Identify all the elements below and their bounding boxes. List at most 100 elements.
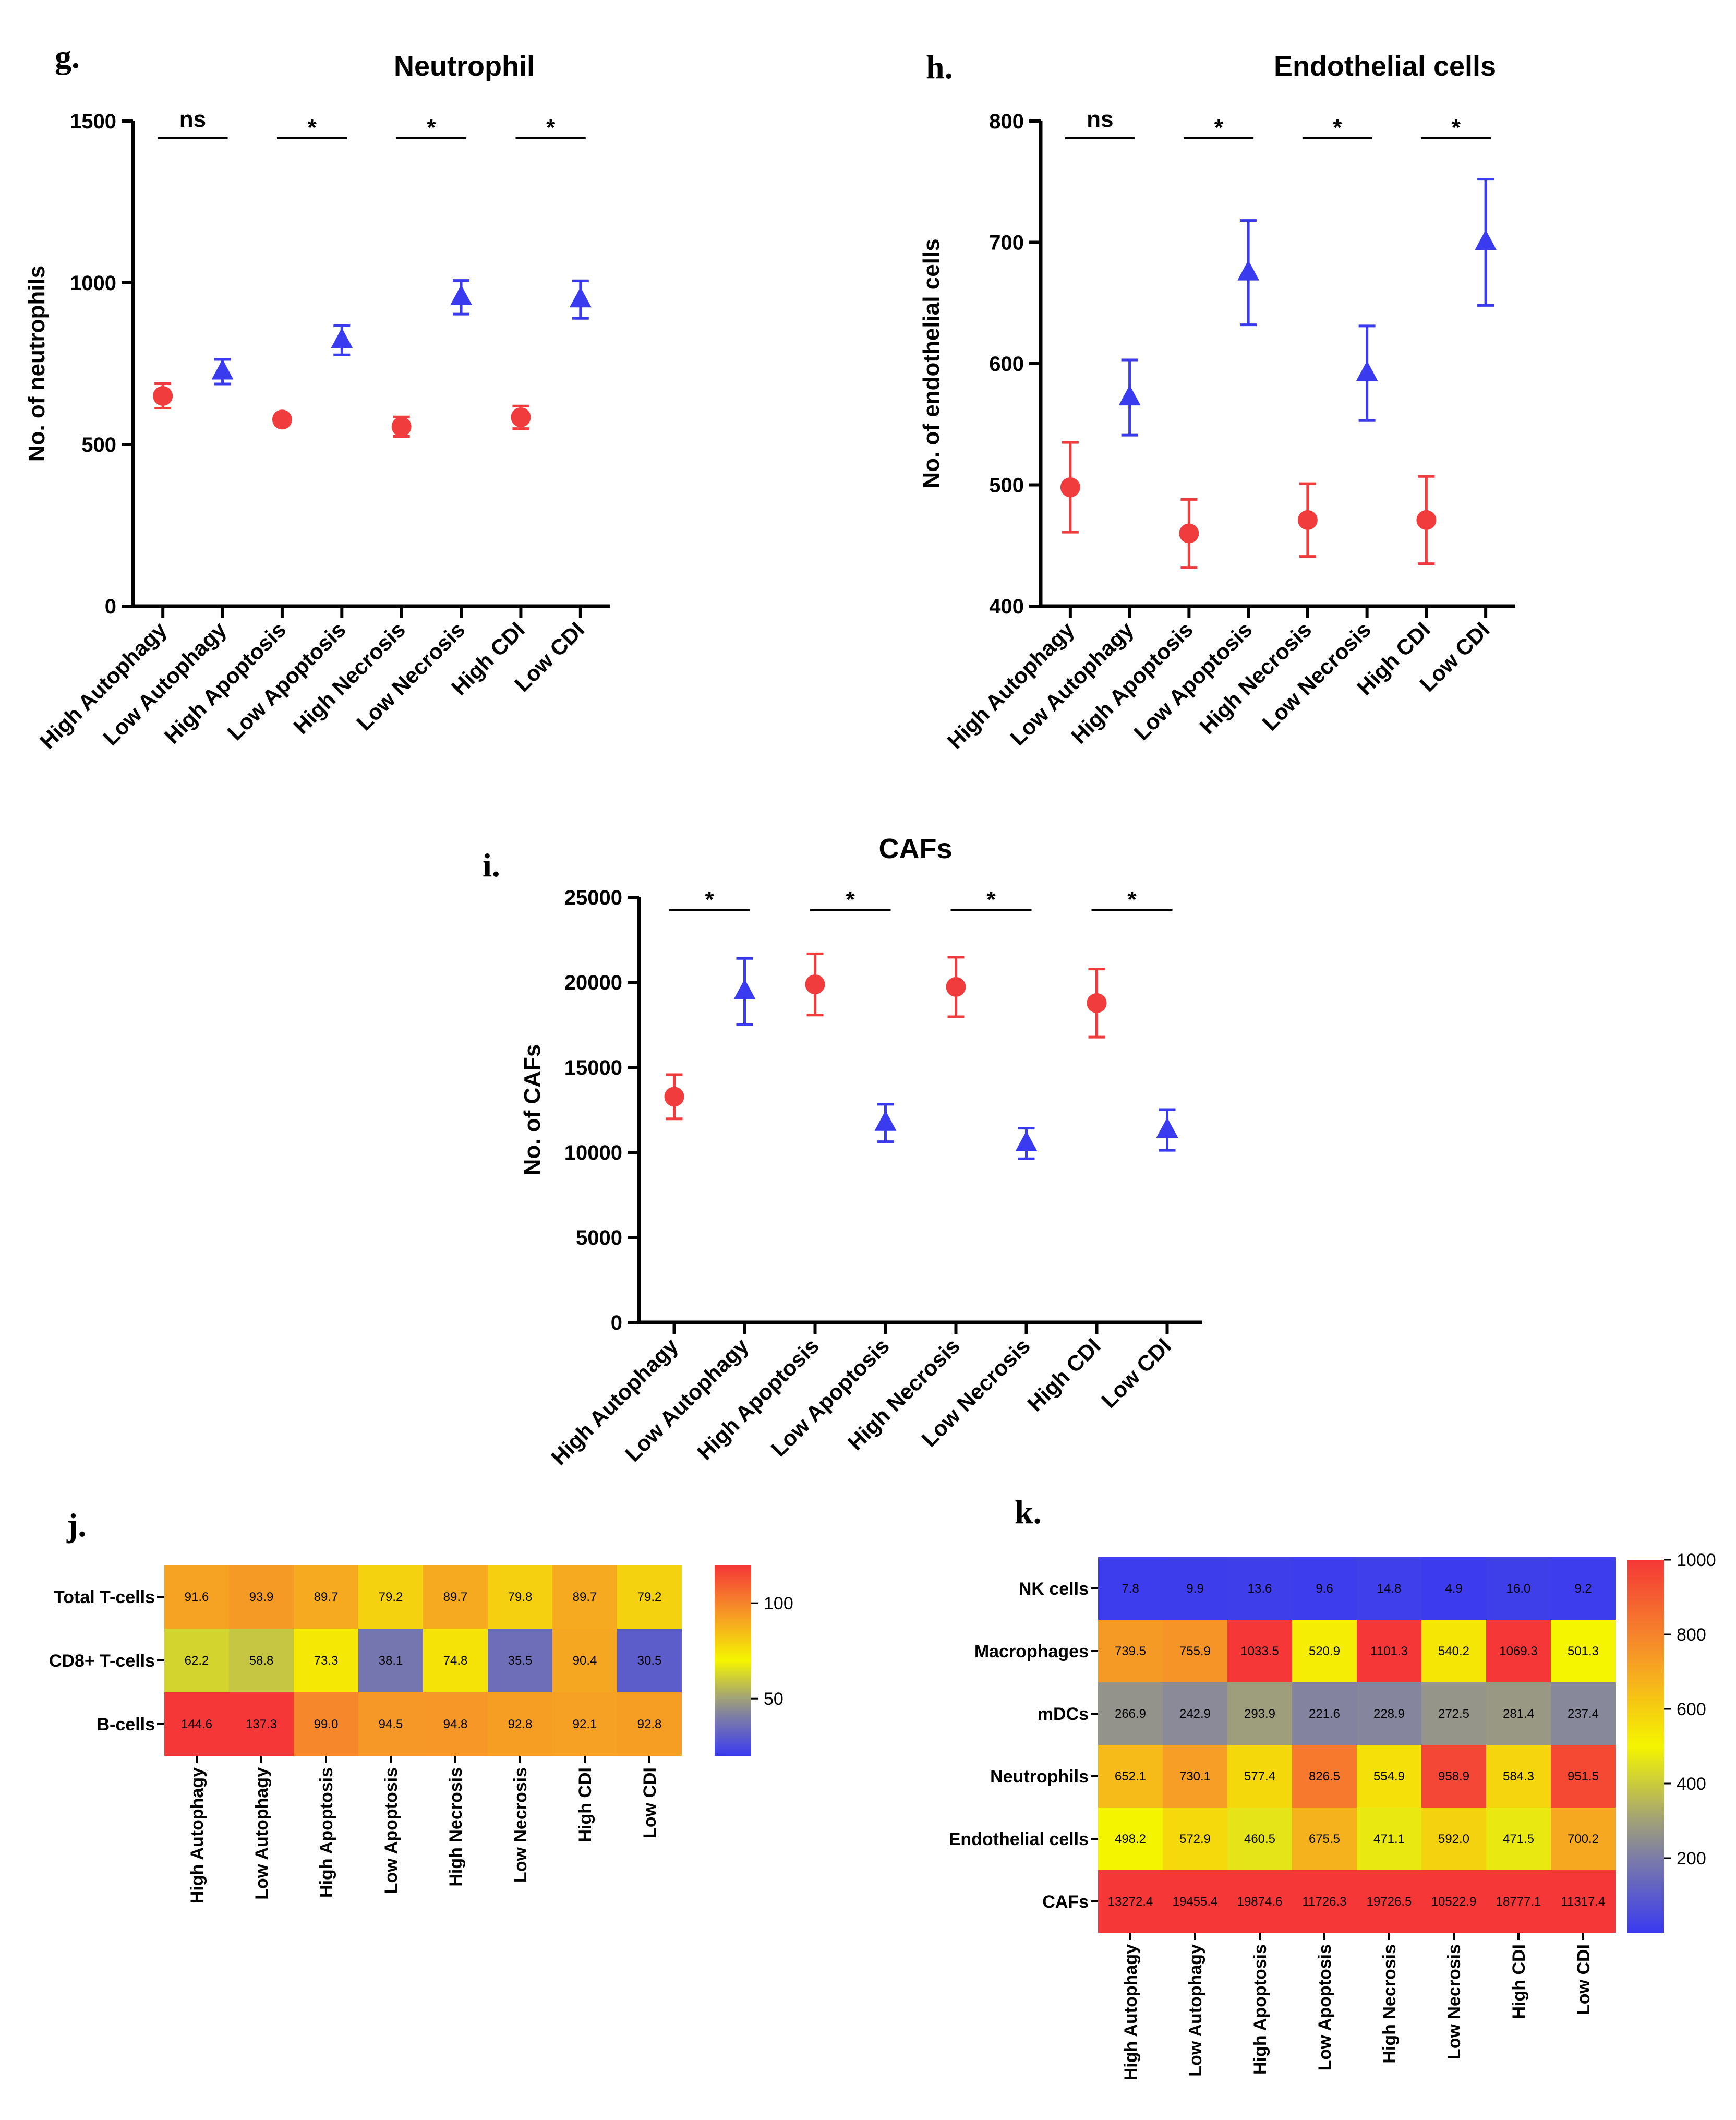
- heatmap-cell-fill: [1227, 1620, 1292, 1682]
- y-tick-label: 400: [989, 595, 1024, 618]
- heatmap-cell: 92.1: [552, 1692, 617, 1756]
- heatmap-cell-fill: [1357, 1745, 1421, 1808]
- data-point-high-apoptosis: [1179, 498, 1199, 569]
- row-label-neutrophils: Neutrophils: [990, 1767, 1089, 1787]
- heatmap-cell-value: 79.2: [379, 1590, 403, 1604]
- heatmap-cell-value: 592.0: [1438, 1832, 1469, 1846]
- data-point-low-apoptosis: [1237, 219, 1260, 327]
- heatmap-cell-value: 58.8: [249, 1654, 274, 1668]
- heatmap-cell: 99.0: [294, 1692, 358, 1756]
- heatmap-cell: 592.0: [1421, 1808, 1486, 1870]
- heatmap-cell-value: 266.9: [1115, 1707, 1146, 1721]
- heatmap-cell: 19455.4: [1163, 1870, 1227, 1933]
- triangle-marker: [1237, 260, 1260, 281]
- heatmap-cell-value: 498.2: [1115, 1832, 1146, 1846]
- heatmap-cell: 13.6: [1227, 1557, 1292, 1620]
- heatmap-cell: 92.8: [617, 1692, 682, 1756]
- y-tick-label: 0: [611, 1311, 622, 1334]
- heatmap-cell-fill: [294, 1629, 358, 1692]
- heatmap-cell-fill: [1098, 1808, 1163, 1870]
- heatmap-j: j. 91.6 93.9 89.7 79.2 89.7 79.8 89.7 79.2 Total …: [49, 1507, 793, 1904]
- row-label-b-cells: B-cells: [97, 1715, 155, 1734]
- triangle-marker: [450, 284, 473, 305]
- heatmap-cell-fill: [1098, 1557, 1163, 1620]
- circle-marker: [1179, 523, 1199, 544]
- data-point-high-cdi: [1416, 475, 1437, 565]
- x-tick-label-low-necrosis: Low Necrosis: [352, 617, 469, 735]
- y-tick-label: 1000: [70, 272, 116, 295]
- heatmap-cell: 14.8: [1357, 1557, 1421, 1620]
- color-bar-tick-label: 400: [1677, 1774, 1706, 1794]
- heatmap-cell-fill: [1551, 1682, 1616, 1745]
- data-point-low-apoptosis: [331, 324, 353, 356]
- data-point-high-autophagy: [1060, 441, 1080, 534]
- heatmap-cell: 471.5: [1486, 1808, 1551, 1870]
- heatmap-cell-value: 237.4: [1568, 1707, 1599, 1721]
- heatmap-cell-fill: [229, 1629, 294, 1692]
- significance-label: *: [308, 115, 317, 140]
- row-label-macrophages: Macrophages: [974, 1642, 1089, 1661]
- heatmap-cell-fill: [488, 1629, 552, 1692]
- x-tick-label-low-apoptosis: Low Apoptosis: [766, 1333, 894, 1461]
- heatmap-cell-fill: [1551, 1745, 1616, 1808]
- color-bar-tick-label: 1000: [1677, 1550, 1716, 1570]
- significance-label: *: [1214, 115, 1224, 140]
- heatmap-cell: 1033.5: [1227, 1620, 1292, 1682]
- col-label-low-apoptosis: Low Apoptosis: [381, 1767, 401, 1894]
- heatmap-cell-fill: [552, 1629, 617, 1692]
- heatmap-cell-value: 10522.9: [1431, 1895, 1477, 1909]
- heatmap-cell-fill: [1098, 1745, 1163, 1808]
- y-tick-label: 700: [989, 232, 1024, 255]
- triangle-marker: [1156, 1117, 1178, 1138]
- heatmap-cell-fill: [1163, 1557, 1227, 1620]
- heatmap-cell-fill: [1486, 1682, 1551, 1745]
- heatmap-cell-value: 958.9: [1438, 1769, 1469, 1784]
- data-point-low-necrosis: [450, 279, 473, 316]
- heatmap-cell-value: 951.5: [1568, 1769, 1599, 1784]
- heatmap-cell-fill: [1421, 1870, 1486, 1933]
- heatmap-cell-value: 14.8: [1377, 1582, 1402, 1596]
- heatmap-cell-fill: [1163, 1745, 1227, 1808]
- heatmap-cell: 89.7: [552, 1565, 617, 1629]
- heatmap-cell: 540.2: [1421, 1620, 1486, 1682]
- heatmap-cell: 18777.1: [1486, 1870, 1551, 1933]
- data-point-low-cdi: [1156, 1108, 1178, 1152]
- circle-marker: [1416, 510, 1437, 530]
- heatmap-cell-fill: [1486, 1745, 1551, 1808]
- heatmap-cell: 755.9: [1163, 1620, 1227, 1682]
- circle-marker: [272, 409, 292, 430]
- data-point-low-necrosis: [1015, 1127, 1038, 1160]
- heatmap-cell-fill: [552, 1692, 617, 1756]
- heatmap-cell: 228.9: [1357, 1682, 1421, 1745]
- heatmap-cell-fill: [1227, 1557, 1292, 1620]
- heatmap-cell-value: 19455.4: [1173, 1895, 1218, 1909]
- chart-title-h: Endothelial cells: [1274, 51, 1496, 82]
- col-label-high-autophagy: High Autophagy: [187, 1767, 207, 1904]
- row-label-cafs: CAFs: [1042, 1892, 1089, 1912]
- color-bar-tick-label: 200: [1677, 1849, 1706, 1869]
- circle-marker: [946, 977, 966, 997]
- triangle-marker: [874, 1110, 897, 1131]
- chart-h: h. Endothelial cells 400 500 600 700 800 No. of…: [919, 49, 1515, 754]
- heatmap-cell-fill: [1292, 1745, 1357, 1808]
- heatmap-cell-fill: [1292, 1870, 1357, 1933]
- heatmap-cell-fill: [1421, 1808, 1486, 1870]
- heatmap-cell: 4.9: [1421, 1557, 1486, 1620]
- circle-marker: [1087, 993, 1107, 1013]
- heatmap-cell: 137.3: [229, 1692, 294, 1756]
- heatmap-cell-value: 89.7: [573, 1590, 597, 1604]
- triangle-marker: [1356, 360, 1378, 381]
- significance-label: *: [546, 115, 556, 140]
- heatmap-cell: 10522.9: [1421, 1870, 1486, 1933]
- triangle-marker: [211, 359, 234, 380]
- heatmap-cell-fill: [294, 1565, 358, 1629]
- triangle-marker: [1118, 385, 1141, 406]
- data-point-low-autophagy: [733, 957, 756, 1026]
- heatmap-cell-value: 700.2: [1568, 1832, 1599, 1846]
- color-bar-tick-label: 600: [1677, 1700, 1706, 1719]
- heatmap-cell: 520.9: [1292, 1620, 1357, 1682]
- heatmap-cell: 951.5: [1551, 1745, 1616, 1808]
- heatmap-cell-value: 652.1: [1115, 1769, 1146, 1784]
- heatmap-cell-value: 13.6: [1248, 1582, 1272, 1596]
- x-tick-label-low-cdi: Low CDI: [1096, 1333, 1176, 1413]
